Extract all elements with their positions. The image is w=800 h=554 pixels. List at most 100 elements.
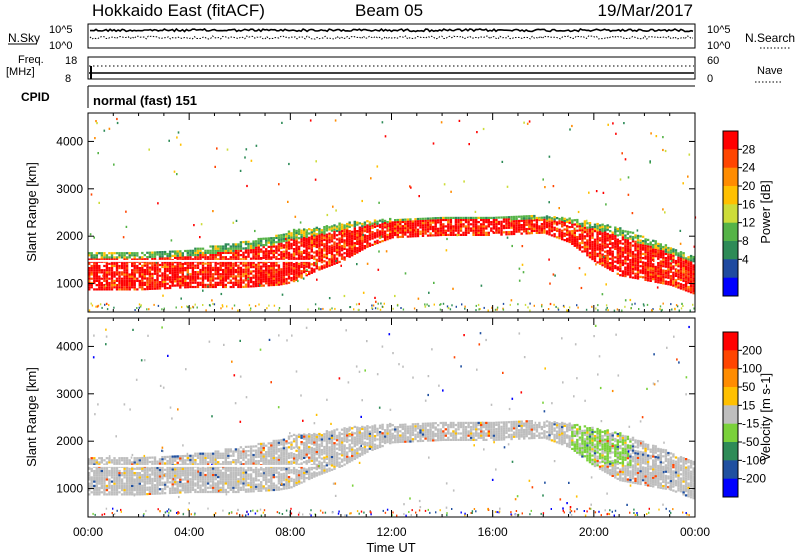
- range-cell: [394, 221, 397, 224]
- range-cell: [646, 260, 650, 263]
- range-cell: [113, 489, 116, 492]
- range-cell: [477, 221, 480, 224]
- range-cell: [426, 226, 430, 229]
- range-cell: [277, 266, 281, 269]
- range-cell: [558, 228, 561, 231]
- range-cell: [161, 276, 164, 279]
- sparse-cell: [544, 186, 546, 189]
- range-cell: [378, 240, 382, 244]
- range-cell: [174, 459, 177, 462]
- range-cell: [115, 474, 119, 477]
- range-cell: [363, 247, 367, 250]
- range-cell: [335, 225, 339, 228]
- range-cell: [275, 484, 278, 487]
- range-cell: [214, 271, 217, 274]
- range-cell: [272, 442, 275, 445]
- range-cell: [674, 272, 678, 275]
- range-cell: [432, 225, 435, 228]
- range-cell: [621, 272, 625, 275]
- range-cell: [156, 264, 159, 267]
- range-cell: [257, 276, 260, 279]
- sparse-cell: [297, 279, 299, 283]
- range-cell: [133, 457, 136, 460]
- range-cell: [553, 233, 556, 236]
- range-cell: [464, 218, 468, 222]
- clutter-cell: [541, 303, 543, 306]
- range-cell: [196, 266, 200, 269]
- range-cell: [346, 231, 349, 234]
- range-cell: [133, 482, 136, 485]
- range-cell: [414, 235, 417, 238]
- sparse-cell: [116, 121, 119, 125]
- range-cell: [143, 484, 146, 487]
- range-cell: [644, 253, 647, 256]
- nsearch-label: N.Search: [745, 31, 795, 45]
- range-cell: [358, 228, 361, 231]
- range-cell: [523, 228, 526, 231]
- range-cell: [209, 480, 212, 483]
- range-cell: [262, 237, 265, 240]
- range-cell: [153, 490, 157, 493]
- range-cell: [141, 467, 144, 470]
- range-cell: [265, 271, 268, 274]
- range-cell: [452, 233, 455, 236]
- range-cell: [267, 279, 270, 283]
- range-cell: [361, 229, 364, 232]
- range-cell: [515, 215, 518, 218]
- range-cell: [275, 256, 278, 259]
- range-cell: [270, 448, 273, 451]
- range-cell: [93, 256, 96, 259]
- cpid-label: CPID: [21, 90, 50, 104]
- sparse-cell: [619, 178, 622, 181]
- range-cell: [464, 233, 468, 236]
- range-cell: [209, 254, 212, 257]
- range-cell: [280, 234, 283, 237]
- range-cell: [523, 221, 526, 224]
- range-cell: [168, 470, 172, 473]
- range-cell: [125, 461, 129, 464]
- range-cell: [561, 216, 564, 219]
- range-cell: [191, 275, 195, 278]
- range-cell: [677, 265, 680, 268]
- range-cell: [497, 231, 501, 234]
- range-cell: [609, 240, 612, 243]
- sparse-cell: [554, 274, 556, 277]
- range-cell: [335, 234, 339, 237]
- range-cell: [110, 288, 114, 291]
- range-cell: [401, 233, 404, 236]
- range-cell: [204, 463, 207, 466]
- sparse-cell: [404, 272, 407, 275]
- range-cell: [98, 267, 101, 270]
- range-cell: [131, 264, 134, 268]
- clutter-cell: [661, 308, 663, 311]
- range-cell: [123, 273, 126, 276]
- range-cell: [179, 457, 182, 460]
- sparse-cell: [649, 160, 651, 163]
- range-cell: [265, 248, 268, 251]
- range-cell: [244, 285, 248, 288]
- range-cell: [227, 469, 230, 472]
- range-cell: [249, 475, 253, 478]
- clutter-cell: [377, 307, 379, 310]
- range-cell: [518, 215, 521, 218]
- clutter-cell: [464, 305, 466, 308]
- range-cell: [692, 287, 695, 290]
- range-cell: [227, 482, 230, 485]
- range-cell: [174, 468, 177, 471]
- range-cell: [219, 463, 222, 466]
- range-cell: [209, 285, 212, 289]
- range-cell: [515, 230, 518, 233]
- range-cell: [649, 260, 652, 263]
- range-cell: [143, 264, 146, 267]
- range-cell: [652, 250, 655, 253]
- range-cell: [313, 230, 316, 233]
- range-cell: [141, 491, 144, 494]
- range-cell: [507, 226, 511, 229]
- sparse-cell: [468, 143, 470, 146]
- range-cell: [118, 478, 121, 481]
- range-cell: [629, 273, 632, 277]
- range-cell: [308, 251, 311, 254]
- range-cell: [280, 257, 283, 260]
- range-cell: [113, 493, 116, 496]
- clutter-cell: [630, 307, 632, 310]
